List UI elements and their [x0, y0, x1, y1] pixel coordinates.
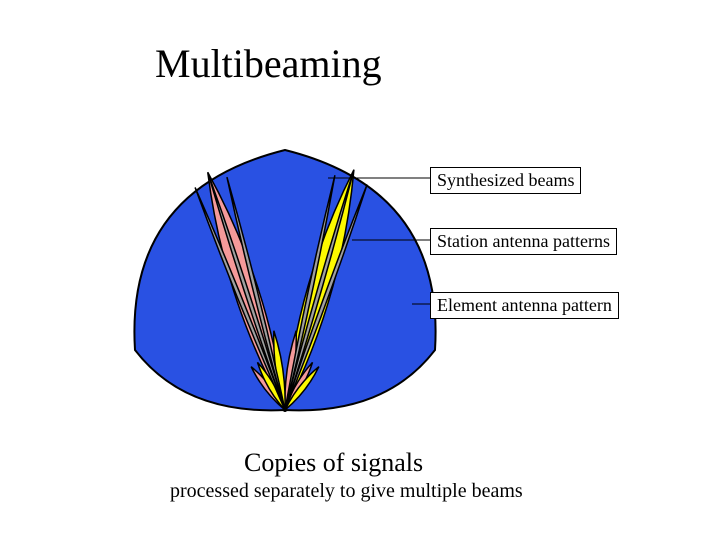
label-element-pattern: Element antenna pattern	[430, 292, 619, 319]
caption-line-1: Copies of signals	[244, 448, 423, 478]
caption-line-2: processed separately to give multiple be…	[170, 480, 523, 503]
label-station-patterns: Station antenna patterns	[430, 228, 617, 255]
label-synthesized-beams: Synthesized beams	[430, 167, 581, 194]
